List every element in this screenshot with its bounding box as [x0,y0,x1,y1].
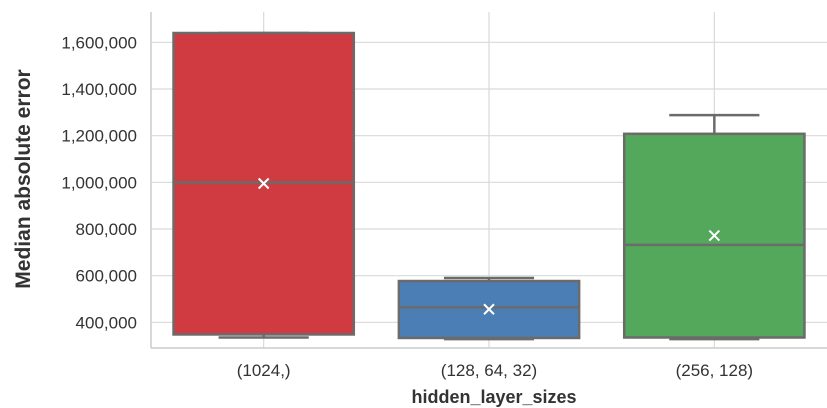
x-tick-labels: (1024,) (128, 64, 32) (256, 128) [237,361,753,380]
mean-marker [483,303,495,315]
x-tick-label: (1024,) [237,361,291,380]
y-tick-label: 1,400,000 [61,80,137,99]
y-tick-label: 600,000 [76,267,137,286]
box-1 [172,31,356,339]
y-tick-label: 800,000 [76,220,137,239]
axes [150,12,827,349]
box-iqr [397,279,581,340]
mean-marker [708,229,721,242]
box-2 [397,276,581,341]
y-tick-labels: 400,000 600,000 800,000 1,000,000 1,200,000 1… [61,33,137,332]
y-tick-label: 1,200,000 [61,127,137,146]
y-tick-label: 1,000,000 [61,173,137,192]
mean-marker [257,177,270,190]
y-tick-label: 1,600,000 [61,33,137,52]
box-3 [622,113,806,341]
boxes [172,31,806,341]
y-axis-title: Median absolute error [12,69,35,288]
y-tick-label: 400,000 [76,313,137,332]
x-tick-label: (256, 128) [676,361,754,380]
x-tick-label: (128, 64, 32) [441,361,537,380]
x-axis-title: hidden_layer_sizes [411,387,576,407]
